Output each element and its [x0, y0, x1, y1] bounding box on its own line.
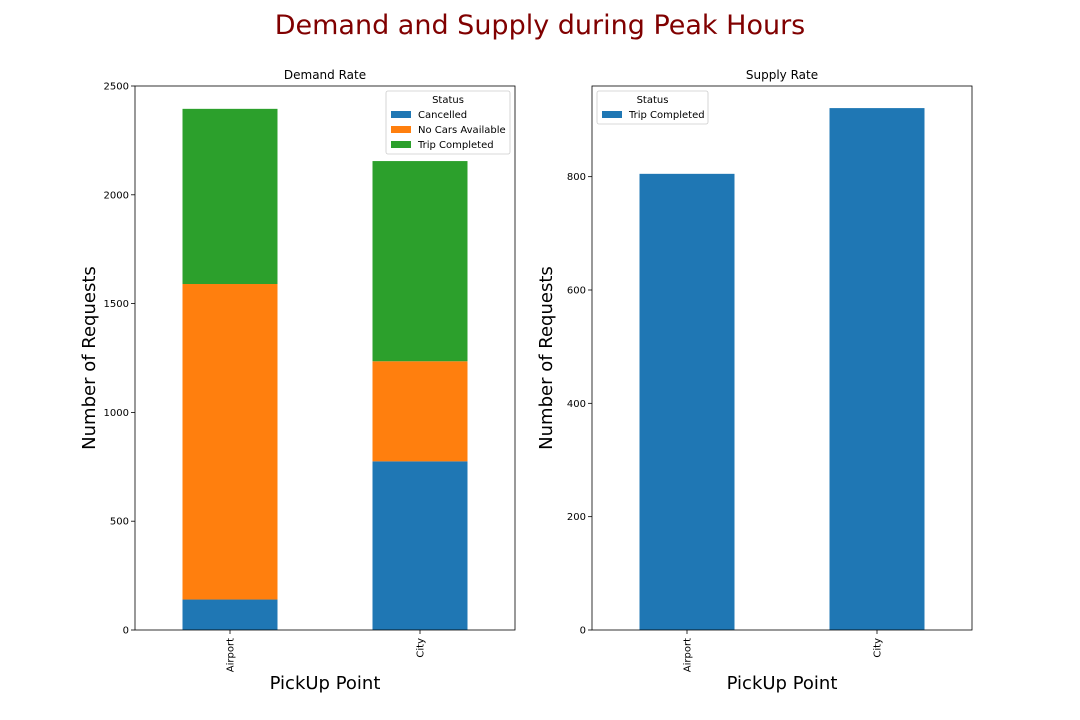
demand-y-axis-label: Number of Requests — [79, 266, 100, 450]
demand-xtick-label: City — [416, 638, 427, 658]
supply-legend-title: Status — [637, 95, 669, 106]
supply-ytick-label: 200 — [567, 512, 586, 523]
demand-bar-airport-trip-completed — [182, 108, 278, 285]
supply-xtick-label: Airport — [683, 638, 694, 672]
demand-legend-swatch — [391, 111, 411, 118]
supply-y-axis-label: Number of Requests — [536, 266, 557, 450]
supply-xtick-label: City — [873, 638, 884, 658]
supply-legend-box — [596, 90, 709, 125]
figure-title: Demand and Supply during Peak Hours — [275, 10, 806, 41]
demand-legend-swatch — [391, 126, 411, 133]
supply-legend-label: Trip Completed — [628, 110, 705, 121]
supply-bar-airport-trip-completed — [639, 173, 735, 631]
demand-bar-city-no-cars-available — [372, 361, 468, 462]
demand-chart-title: Demand Rate — [284, 68, 366, 82]
demand-ytick-label: 500 — [110, 517, 129, 528]
demand-legend-title: Status — [432, 95, 464, 106]
demand-rate-chart: 0 500 1000 1500 2000 2500 Airport City Demand Ra… — [79, 68, 516, 694]
demand-x-axis-label: PickUp Point — [270, 673, 381, 694]
demand-axes-frame — [134, 85, 516, 631]
demand-bar-airport-no-cars-available — [182, 284, 278, 600]
demand-legend: Status Cancelled No Cars Available Trip Com… — [385, 90, 511, 155]
demand-legend-label: Trip Completed — [417, 140, 494, 151]
demand-ytick-label: 1500 — [104, 299, 129, 310]
demand-legend-box — [385, 90, 511, 155]
supply-axes-frame — [591, 85, 973, 631]
demand-xtick-label: Airport — [226, 638, 237, 672]
supply-ytick-label: 400 — [567, 399, 586, 410]
supply-ytick-label: 600 — [567, 286, 586, 297]
supply-ytick-label: 0 — [580, 626, 586, 637]
demand-ytick-label: 2500 — [104, 82, 129, 93]
demand-legend-swatch — [391, 141, 411, 148]
demand-legend-label: Cancelled — [418, 110, 467, 121]
demand-legend-label: No Cars Available — [418, 125, 506, 136]
supply-rate-chart: 0 200 400 600 800 Airport City Supply Rate PickU… — [536, 68, 973, 694]
supply-bar-city-trip-completed — [829, 108, 925, 631]
supply-chart-title: Supply Rate — [746, 68, 818, 82]
supply-ytick-label: 800 — [567, 172, 586, 183]
demand-ytick-label: 1000 — [104, 408, 129, 419]
demand-bar-city-trip-completed — [372, 161, 468, 362]
supply-legend-swatch — [602, 111, 622, 118]
demand-bar-city-cancelled — [372, 461, 468, 630]
supply-legend: Status Trip Completed — [596, 90, 709, 125]
demand-bar-airport-cancelled — [182, 599, 278, 630]
supply-x-axis-label: PickUp Point — [727, 673, 838, 694]
demand-ytick-label: 2000 — [104, 190, 129, 201]
demand-ytick-label: 0 — [123, 626, 129, 637]
